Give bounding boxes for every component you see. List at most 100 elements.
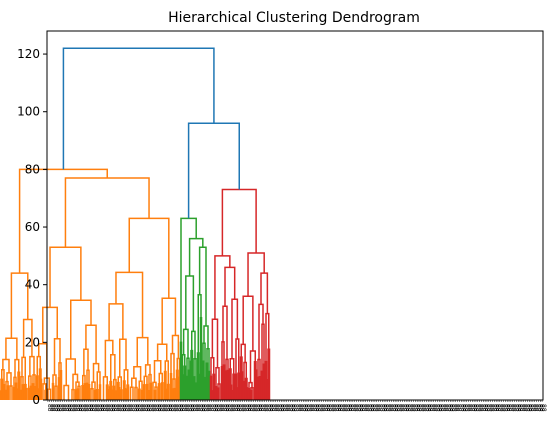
dendrogram-link — [256, 376, 260, 400]
x-tick-label: 88 — [465, 404, 472, 412]
x-tick-label: 88 — [342, 404, 349, 412]
x-tick-label: 88 — [430, 404, 437, 412]
dendrogram-link — [161, 297, 177, 345]
dendrogram-link — [234, 373, 238, 400]
x-tick-label: 88 — [494, 404, 501, 412]
dendrogram-link — [245, 387, 249, 400]
x-tick-label: 88 — [50, 404, 57, 412]
x-tick-label: 88 — [413, 404, 420, 412]
x-tick-label: 88 — [119, 404, 126, 412]
dendrogram-link — [153, 389, 157, 400]
x-tick-label: 88 — [303, 404, 310, 412]
x-tick-label: 88 — [371, 404, 378, 412]
x-tick-label: 88 — [75, 404, 82, 412]
x-tick-label: 88 — [213, 404, 220, 412]
x-tick-label: 88 — [338, 404, 345, 412]
x-tick-label: 88 — [149, 404, 156, 412]
dendrogram-link — [0, 378, 4, 400]
dendrogram-link — [64, 177, 150, 248]
x-tick-label: 88 — [299, 404, 306, 412]
x-tick-label: 88 — [439, 404, 446, 412]
dendrogram-link — [181, 353, 186, 400]
dendrogram-link — [201, 360, 205, 400]
dendrogram-link — [209, 375, 213, 400]
x-tick-label: 88 — [298, 404, 305, 412]
dendrogram-link — [133, 366, 142, 382]
x-tick-label: 88 — [448, 404, 455, 412]
x-tick-label: 88 — [331, 404, 338, 412]
x-tick-label: 88 — [72, 404, 79, 412]
x-tick-label: 88 — [110, 404, 117, 412]
x-tick-label: 88 — [378, 404, 385, 412]
x-tick-label: 88 — [176, 404, 183, 412]
dendrogram-link — [110, 354, 116, 382]
x-tick-label: 88 — [140, 404, 147, 412]
x-tick-label: 88 — [130, 404, 137, 412]
dendrogram-link — [169, 372, 173, 400]
x-tick-label: 88 — [435, 404, 442, 412]
x-tick-label: 88 — [362, 404, 369, 412]
dendrogram-link — [143, 375, 148, 385]
dendrogram-link — [180, 217, 197, 343]
dendrogram-link — [199, 316, 203, 400]
dendrogram-link — [75, 381, 80, 390]
x-tick-label: 88 — [479, 404, 486, 412]
x-tick-label: 88 — [316, 404, 323, 412]
x-tick-label: 88 — [136, 404, 143, 412]
x-tick-label: 88 — [154, 404, 161, 412]
dendrogram-link — [214, 385, 218, 400]
x-tick-label: 88 — [323, 404, 330, 412]
dendrogram-link — [158, 372, 163, 384]
x-tick-label: 88 — [366, 404, 373, 412]
x-tick-label: 88 — [417, 404, 424, 412]
plot-frame — [46, 30, 544, 401]
dendrogram-link — [123, 387, 127, 400]
dendrogram-link — [1, 368, 5, 385]
dendrogram-link — [145, 383, 149, 400]
dendrogram-link — [42, 383, 47, 400]
x-tick-label: 88 — [540, 404, 547, 412]
x-tick-label: 88 — [327, 404, 334, 412]
dendrogram-link — [108, 386, 112, 400]
x-tick-label: 88 — [101, 404, 108, 412]
dendrogram-link — [163, 370, 167, 400]
x-tick-label: 88 — [410, 404, 417, 412]
dendrogram-link — [149, 382, 153, 400]
dendrogram-link — [57, 377, 61, 400]
x-tick-label: 88 — [536, 404, 543, 412]
x-tick-label: 88 — [525, 404, 532, 412]
x-tick-label: 88 — [73, 404, 80, 412]
dendrogram-link — [156, 343, 168, 362]
x-tick-label: 88 — [353, 404, 360, 412]
dendrogram-link — [119, 389, 123, 400]
x-tick-label: 88 — [66, 404, 73, 412]
x-tick-label: 88 — [457, 404, 464, 412]
dendrogram-link — [104, 339, 114, 377]
x-tick-label: 88 — [468, 404, 475, 412]
x-tick-label: 88 — [492, 404, 499, 412]
x-tick-label: 88 — [114, 404, 121, 412]
x-tick-label: 88 — [318, 404, 325, 412]
x-tick-label: 88 — [112, 404, 119, 412]
dendrogram-link — [264, 360, 268, 400]
dendrogram-link — [83, 383, 87, 400]
dendrogram-link — [82, 374, 86, 386]
dendrogram-link — [6, 385, 10, 400]
y-tick-label: 60 — [25, 220, 40, 234]
dendrogram-link — [192, 376, 196, 400]
x-tick-label: 88 — [426, 404, 433, 412]
x-tick-label: 88 — [202, 404, 209, 412]
x-tick-label: 88 — [505, 404, 512, 412]
x-tick-label: 88 — [254, 404, 261, 412]
tree-layer — [0, 47, 271, 400]
x-tick-label: 88 — [490, 404, 497, 412]
x-tick-label: 88 — [535, 404, 542, 412]
dendrogram-link — [138, 380, 143, 391]
x-tick-label: 88 — [163, 404, 170, 412]
dendrogram-link — [113, 378, 117, 392]
dendrogram-link — [198, 246, 207, 326]
dendrogram-link — [182, 328, 189, 359]
x-tick-label: 88 — [529, 404, 536, 412]
dendrogram-link — [76, 388, 80, 400]
dendrogram-link — [211, 390, 215, 400]
